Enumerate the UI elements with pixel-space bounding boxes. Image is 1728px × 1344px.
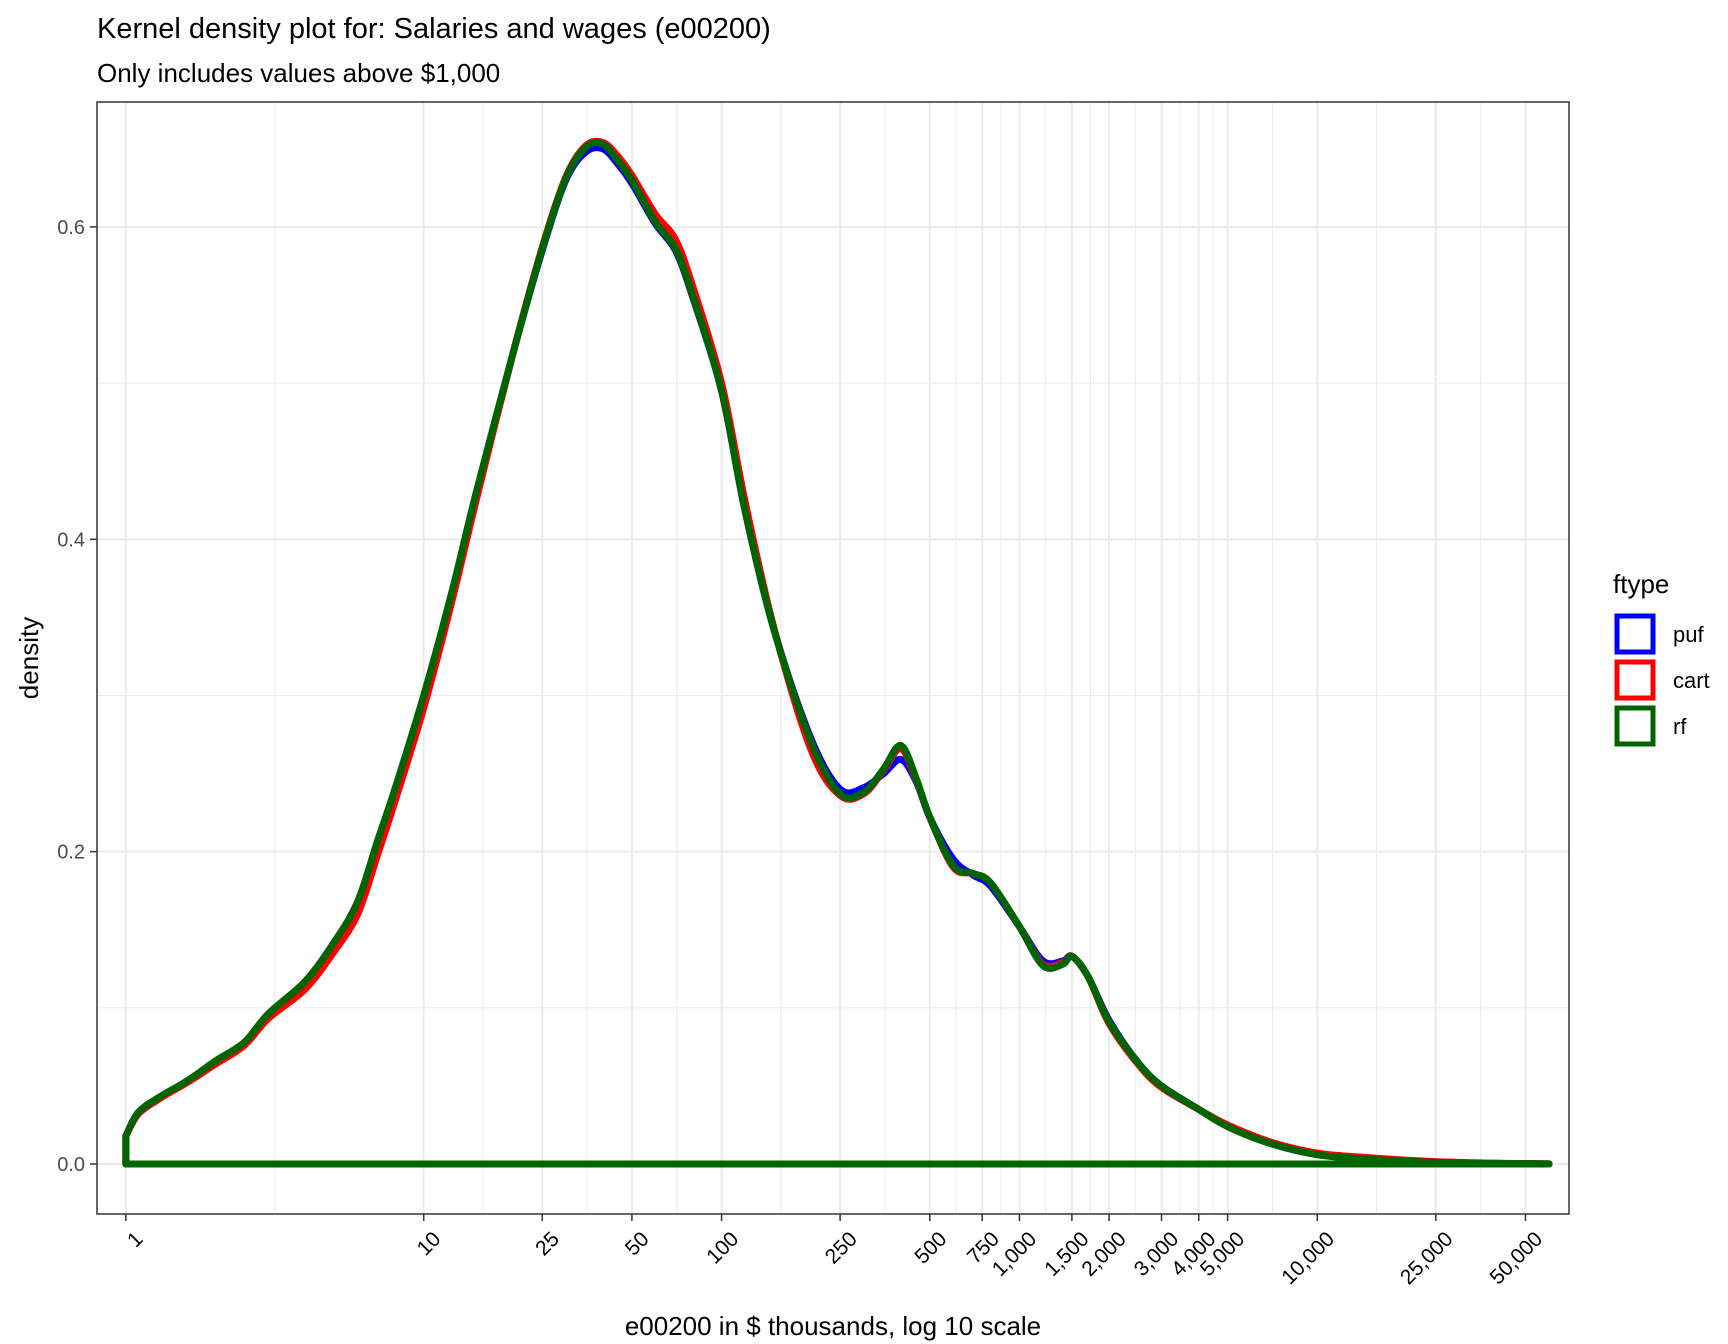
y-axis-label: density <box>14 617 44 699</box>
legend-key-rf <box>1614 705 1656 747</box>
x-tick-label: 500 <box>910 1227 951 1268</box>
plot-panel-border <box>96 101 1570 1215</box>
chart-subtitle: Only includes values above $1,000 <box>97 58 500 88</box>
x-tick-label: 25,000 <box>1396 1227 1458 1289</box>
y-axis-ticks: 0.0 0.2 0.4 0.6 <box>57 217 97 1176</box>
density-series-rf <box>122 139 1553 1168</box>
grid-layer <box>97 102 1569 1214</box>
legend-label-puf: puf <box>1673 622 1704 647</box>
legend-title: ftype <box>1613 569 1669 599</box>
legend-label-rf: rf <box>1673 714 1687 739</box>
x-tick-label: 100 <box>702 1227 743 1268</box>
chart-title: Kernel density plot for: Salaries and wa… <box>97 13 771 45</box>
x-axis-label: e00200 in $ thousands, log 10 scale <box>625 1311 1041 1341</box>
density-series-puf <box>122 144 1553 1168</box>
legend-key-cart <box>1614 659 1656 701</box>
x-tick-label: 2,000 <box>1077 1227 1130 1280</box>
x-tick-label: 1,000 <box>988 1227 1041 1280</box>
y-tick-label: 0.0 <box>57 1154 85 1176</box>
legend-key-puf <box>1614 613 1656 655</box>
x-tick-label: 10,000 <box>1277 1227 1339 1289</box>
x-tick-label: 50 <box>621 1227 654 1260</box>
x-tick-label: 1 <box>123 1227 148 1252</box>
x-tick-label: 50,000 <box>1486 1227 1548 1289</box>
y-tick-label: 0.6 <box>57 217 85 239</box>
y-tick-label: 0.4 <box>57 529 85 551</box>
legend: ftype puf cart rf <box>1613 569 1710 747</box>
y-tick-label: 0.2 <box>57 842 85 864</box>
legend-label-cart: cart <box>1673 668 1710 693</box>
density-series-cart <box>122 137 1553 1168</box>
series-layer <box>122 137 1553 1168</box>
x-tick-label: 250 <box>821 1227 862 1268</box>
x-tick-label: 25 <box>531 1227 564 1260</box>
x-tick-label: 10 <box>413 1227 446 1260</box>
